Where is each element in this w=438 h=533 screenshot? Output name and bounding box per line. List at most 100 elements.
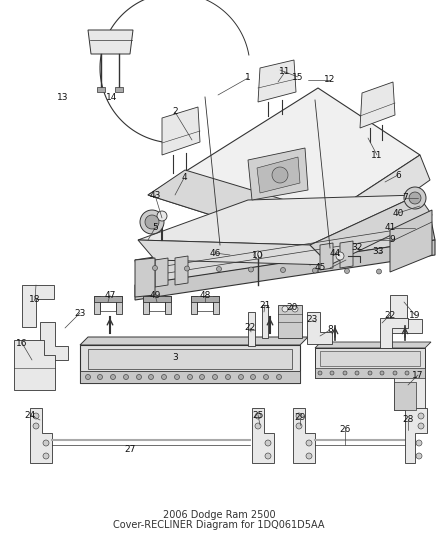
Circle shape <box>404 187 426 209</box>
Polygon shape <box>148 88 420 240</box>
Polygon shape <box>155 258 168 287</box>
Polygon shape <box>143 296 149 314</box>
Circle shape <box>318 371 322 375</box>
Polygon shape <box>143 296 171 302</box>
Polygon shape <box>88 349 292 369</box>
Polygon shape <box>22 285 54 327</box>
Text: 5: 5 <box>152 223 158 232</box>
Text: 2: 2 <box>172 108 178 117</box>
Text: 43: 43 <box>149 190 161 199</box>
Circle shape <box>43 440 49 446</box>
Text: 22: 22 <box>244 324 256 333</box>
Text: 22: 22 <box>385 311 396 319</box>
Text: 28: 28 <box>403 416 413 424</box>
Circle shape <box>380 371 384 375</box>
Polygon shape <box>252 408 274 463</box>
Polygon shape <box>14 340 55 390</box>
Polygon shape <box>248 312 255 346</box>
Circle shape <box>254 251 262 259</box>
Text: 29: 29 <box>294 414 306 423</box>
Circle shape <box>145 215 159 229</box>
Circle shape <box>312 268 318 273</box>
Polygon shape <box>88 30 133 54</box>
Text: 45: 45 <box>314 263 326 272</box>
Polygon shape <box>390 295 422 333</box>
Circle shape <box>239 375 244 379</box>
Text: 6: 6 <box>395 171 401 180</box>
Text: 33: 33 <box>372 247 384 256</box>
Polygon shape <box>135 215 435 285</box>
Polygon shape <box>310 195 432 265</box>
Circle shape <box>330 371 334 375</box>
Polygon shape <box>320 351 420 366</box>
Circle shape <box>212 375 218 379</box>
Text: 2006 Dodge Ram 2500: 2006 Dodge Ram 2500 <box>162 510 276 520</box>
Circle shape <box>345 269 350 273</box>
Circle shape <box>255 423 261 429</box>
Circle shape <box>368 371 372 375</box>
Text: 40: 40 <box>392 208 404 217</box>
Polygon shape <box>165 296 171 314</box>
Circle shape <box>280 268 286 272</box>
Circle shape <box>306 453 312 459</box>
Circle shape <box>199 375 205 379</box>
Text: 13: 13 <box>57 93 69 102</box>
Circle shape <box>393 371 397 375</box>
Circle shape <box>162 375 166 379</box>
Polygon shape <box>257 157 300 193</box>
Circle shape <box>248 267 254 272</box>
Polygon shape <box>278 305 302 338</box>
Text: 41: 41 <box>384 223 396 232</box>
Polygon shape <box>213 296 219 314</box>
Circle shape <box>343 371 347 375</box>
Text: 11: 11 <box>371 150 383 159</box>
Polygon shape <box>320 243 333 270</box>
Polygon shape <box>293 408 315 463</box>
Circle shape <box>276 375 282 379</box>
Polygon shape <box>315 348 425 378</box>
Polygon shape <box>135 258 155 297</box>
Text: 16: 16 <box>16 338 28 348</box>
Text: 23: 23 <box>74 309 86 318</box>
Text: 10: 10 <box>252 251 264 260</box>
Circle shape <box>377 269 381 274</box>
Circle shape <box>216 266 222 271</box>
Polygon shape <box>390 210 432 272</box>
Polygon shape <box>191 296 197 314</box>
Text: 24: 24 <box>25 410 35 419</box>
Circle shape <box>355 371 359 375</box>
Polygon shape <box>115 87 123 92</box>
Text: 12: 12 <box>324 76 336 85</box>
Circle shape <box>140 210 164 234</box>
Text: 17: 17 <box>412 370 424 379</box>
Text: 8: 8 <box>327 326 333 335</box>
Polygon shape <box>116 296 122 314</box>
Text: 27: 27 <box>124 446 136 455</box>
Polygon shape <box>80 337 308 345</box>
Text: 23: 23 <box>306 316 318 325</box>
Polygon shape <box>40 322 68 360</box>
Circle shape <box>33 423 39 429</box>
Polygon shape <box>94 296 100 314</box>
Circle shape <box>336 252 344 260</box>
Polygon shape <box>248 148 308 200</box>
Circle shape <box>157 211 167 221</box>
Text: 3: 3 <box>172 352 178 361</box>
Text: 46: 46 <box>209 248 221 257</box>
Circle shape <box>174 375 180 379</box>
Circle shape <box>264 375 268 379</box>
Text: 44: 44 <box>329 248 341 257</box>
Text: 47: 47 <box>104 290 116 300</box>
Text: 32: 32 <box>351 244 363 253</box>
Circle shape <box>292 306 298 312</box>
Polygon shape <box>94 296 122 302</box>
Polygon shape <box>138 240 330 265</box>
Circle shape <box>272 167 288 183</box>
Text: 4: 4 <box>181 174 187 182</box>
Polygon shape <box>394 370 425 410</box>
Circle shape <box>416 440 422 446</box>
Polygon shape <box>97 87 105 92</box>
Circle shape <box>418 413 424 419</box>
Text: Cover-RECLINER Diagram for 1DQ061D5AA: Cover-RECLINER Diagram for 1DQ061D5AA <box>113 520 325 530</box>
Polygon shape <box>80 371 300 383</box>
